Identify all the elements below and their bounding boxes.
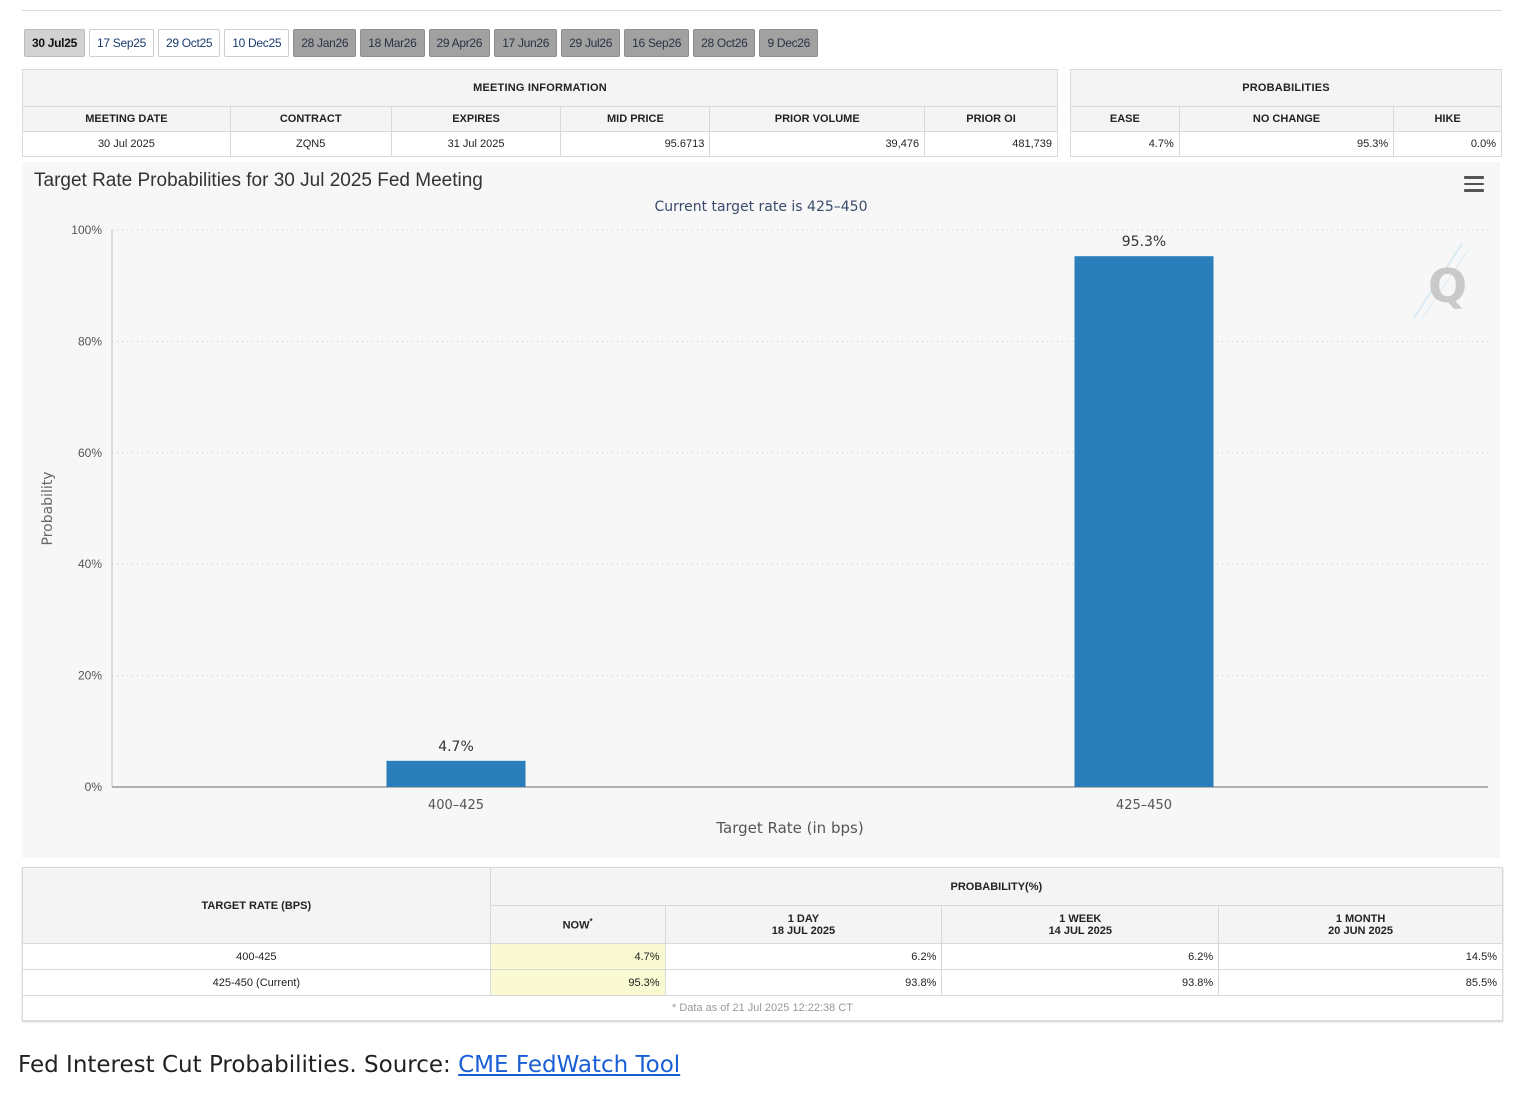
data-timestamp-footnote: * Data as of 21 Jul 2025 12:22:38 CT <box>22 995 1503 1021</box>
tab-meeting-1[interactable]: 17 Sep25 <box>88 29 154 57</box>
target-rate-heading: TARGET RATE (BPS) <box>22 867 491 944</box>
contract-cell: ZQN5 <box>229 131 392 157</box>
bar-400–425 <box>386 760 526 787</box>
bar-value-label: 95.3% <box>1122 234 1166 250</box>
probability-now-cell: 4.7% <box>489 943 666 970</box>
tab-meeting-11[interactable]: 9 Dec26 <box>759 29 819 57</box>
period-label: 1 WEEK <box>1059 912 1102 925</box>
prior-oi-cell: 481,739 <box>924 131 1058 157</box>
probabilities-table: PROBABILITIES EASE NO CHANGE HIKE 4.7% 9… <box>1070 69 1502 157</box>
column-header-1-month: 1 MONTH 20 JUN 2025 <box>1218 905 1503 944</box>
tab-meeting-0[interactable]: 30 Jul25 <box>24 29 85 57</box>
y-tick-label: 0% <box>85 780 103 794</box>
footnote-marker: * <box>589 917 593 927</box>
hike-cell: 0.0% <box>1393 131 1502 157</box>
probability-bar-chart: 0% 20% 40% 60% 80% 100% 4.7% 400–425 95.3% 425–45… <box>40 223 1488 837</box>
column-header: CONTRACT <box>229 106 392 132</box>
column-header: EASE <box>1070 106 1180 132</box>
tab-meeting-8[interactable]: 29 Jul26 <box>561 29 621 57</box>
period-date: 14 JUL 2025 <box>1048 924 1112 937</box>
column-header: MID PRICE <box>560 106 711 132</box>
target-rate-cell: 425-450 (Current) <box>22 969 491 996</box>
hamburger-menu-icon[interactable] <box>1464 176 1484 192</box>
meeting-date-tabs: 30 Jul25 17 Sep25 29 Oct25 10 Dec25 28 J… <box>24 29 819 57</box>
probability-heading: PROBABILITY(%) <box>489 867 1504 906</box>
period-date: 20 JUN 2025 <box>1328 924 1393 937</box>
column-header: MEETING DATE <box>22 106 231 132</box>
table-row: 400-425 4.7% 6.2% 6.2% 14.5% <box>22 943 1503 970</box>
prior-volume-cell: 39,476 <box>709 131 926 157</box>
chart-panel: 0% 20% 40% 60% 80% 100% 4.7% 400–425 95.3% 425–45… <box>22 162 1500 858</box>
period-label: 1 DAY <box>787 912 820 925</box>
tab-meeting-4[interactable]: 28 Jan26 <box>293 29 357 57</box>
table-row: 425-450 (Current) 95.3% 93.8% 93.8% 85.5… <box>22 969 1503 996</box>
x-axis-title: Target Rate (in bps) <box>715 819 863 837</box>
probability-1-month-cell: 14.5% <box>1218 943 1503 970</box>
tab-meeting-7[interactable]: 17 Jun26 <box>494 29 558 57</box>
bar-425–450 <box>1074 256 1214 787</box>
cme-fedwatch-link[interactable]: CME FedWatch Tool <box>458 1052 681 1078</box>
target-rate-cell: 400-425 <box>22 943 491 970</box>
column-header: PRIOR VOLUME <box>709 106 926 132</box>
period-date: 18 JUL 2025 <box>771 924 836 937</box>
column-header-now: NOW* <box>489 905 666 944</box>
meeting-date-cell: 30 Jul 2025 <box>22 131 231 157</box>
y-tick-label: 60% <box>78 446 102 460</box>
tab-meeting-5[interactable]: 18 Mar26 <box>360 29 425 57</box>
y-tick-label: 40% <box>78 557 102 571</box>
now-label: NOW <box>562 919 590 932</box>
meeting-information-table: MEETING INFORMATION MEETING DATE CONTRAC… <box>22 69 1058 157</box>
column-header: PRIOR OI <box>924 106 1058 132</box>
no-change-cell: 95.3% <box>1178 131 1395 157</box>
ease-cell: 4.7% <box>1070 131 1180 157</box>
tab-meeting-9[interactable]: 16 Sep26 <box>624 29 690 57</box>
probabilities-heading: PROBABILITIES <box>1070 69 1502 107</box>
table-row: 30 Jul 2025 ZQN5 31 Jul 2025 95.6713 39,… <box>22 131 1058 157</box>
target-rate-probability-table: TARGET RATE (BPS) PROBABILITY(%) NOW* 1 … <box>22 867 1504 1021</box>
expires-cell: 31 Jul 2025 <box>390 131 562 157</box>
column-header-1-week: 1 WEEK 14 JUL 2025 <box>941 905 1220 944</box>
probability-1-day-cell: 93.8% <box>664 969 943 996</box>
tab-meeting-10[interactable]: 28 Oct26 <box>693 29 756 57</box>
period-label: 1 MONTH <box>1335 912 1386 925</box>
mid-price-cell: 95.6713 <box>560 131 711 157</box>
chart-subtitle: Current target rate is 425–450 <box>654 199 868 215</box>
svg-text:Q: Q <box>1428 259 1467 313</box>
probability-1-week-cell: 93.8% <box>941 969 1220 996</box>
x-tick-label: 425–450 <box>1116 798 1172 813</box>
column-header: EXPIRES <box>390 106 562 132</box>
q-logo-icon: Q <box>1413 243 1469 323</box>
probability-1-week-cell: 6.2% <box>941 943 1220 970</box>
probability-1-month-cell: 85.5% <box>1218 969 1503 996</box>
chart-title: Target Rate Probabilities for 30 Jul 202… <box>34 170 483 191</box>
meeting-information-heading: MEETING INFORMATION <box>22 69 1058 107</box>
column-header: NO CHANGE <box>1178 106 1395 132</box>
bar-value-label: 4.7% <box>438 739 474 755</box>
column-header: HIKE <box>1393 106 1502 132</box>
y-axis-title: Probability <box>40 471 56 545</box>
figure-caption: Fed Interest Cut Probabilities. Source: … <box>18 1052 680 1078</box>
x-tick-label: 400–425 <box>428 798 484 813</box>
y-tick-label: 20% <box>78 669 102 683</box>
tab-meeting-2[interactable]: 29 Oct25 <box>157 29 221 57</box>
caption-text: Fed Interest Cut Probabilities. Source: <box>18 1052 459 1078</box>
probability-1-day-cell: 6.2% <box>664 943 943 970</box>
tab-meeting-6[interactable]: 29 Apr26 <box>428 29 491 57</box>
column-header-1-day: 1 DAY 18 JUL 2025 <box>664 905 943 944</box>
table-row: 4.7% 95.3% 0.0% <box>1070 131 1502 157</box>
tab-meeting-3[interactable]: 10 Dec25 <box>224 29 290 57</box>
y-tick-label: 100% <box>71 223 102 237</box>
top-divider <box>22 10 1502 11</box>
probability-now-cell: 95.3% <box>489 969 666 996</box>
y-tick-label: 80% <box>78 334 102 348</box>
